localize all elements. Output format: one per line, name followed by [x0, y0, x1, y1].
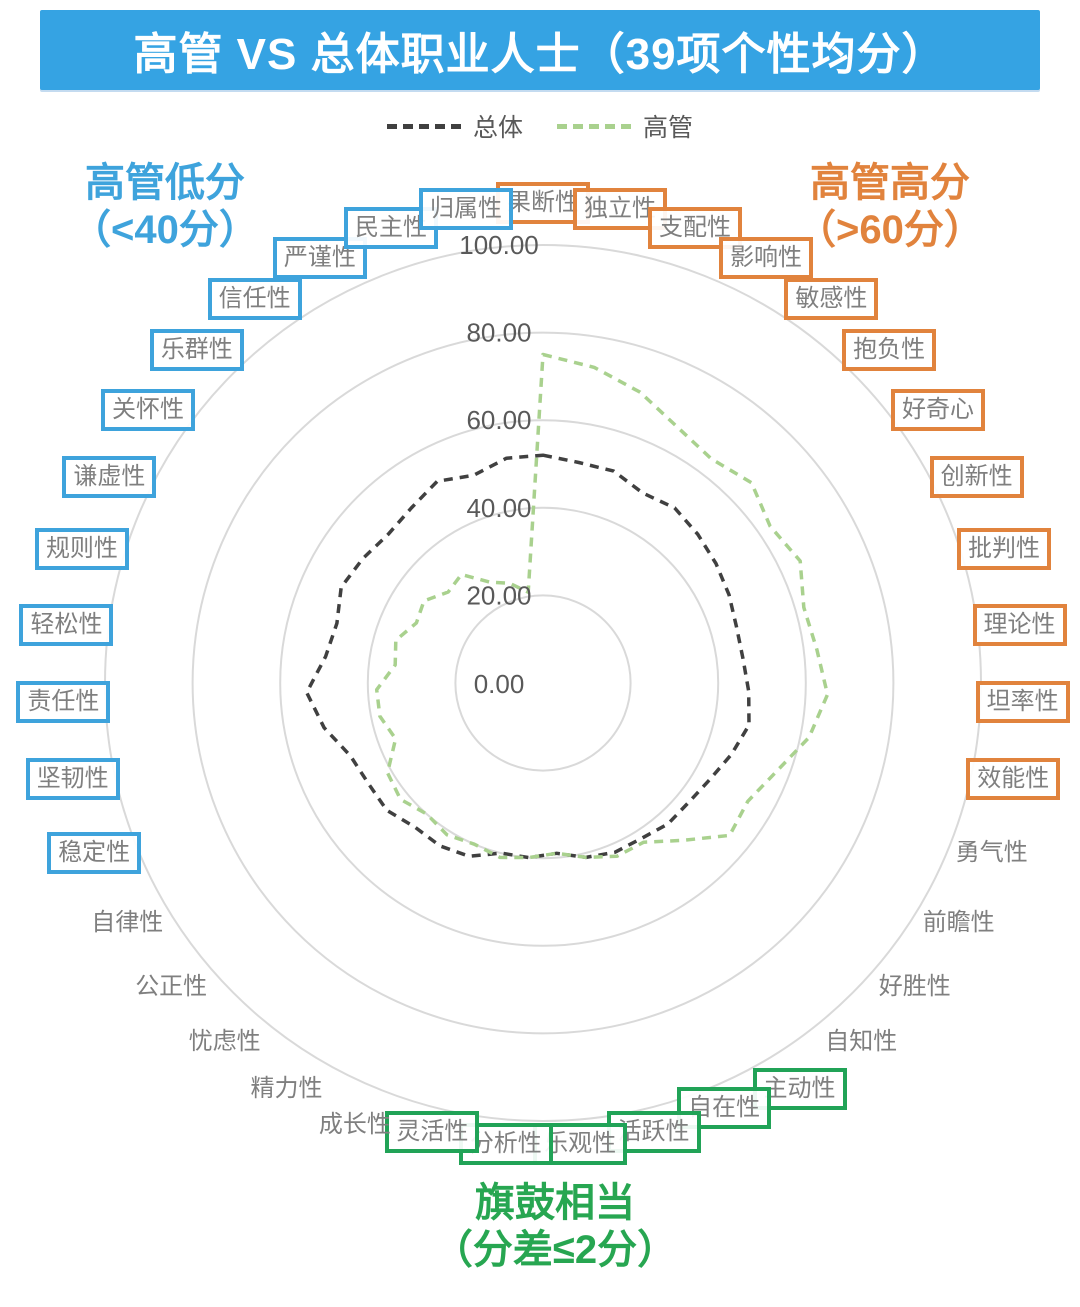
- radial-tick-40.00: 40.00: [466, 493, 531, 523]
- radar-series-executive: [374, 352, 830, 860]
- axis-label-归属性: 归属性: [419, 188, 513, 231]
- axis-label-敏感性: 敏感性: [784, 278, 879, 321]
- axis-label-影响性: 影响性: [719, 236, 814, 279]
- annotation-exec-low-line1: 高管低分: [85, 161, 245, 205]
- axis-label-责任性: 责任性: [16, 681, 111, 724]
- executive-dash-swatch: [557, 123, 631, 129]
- axis-label-谦虚性: 谦虚性: [62, 456, 157, 499]
- annotation-exec-high: 高管高分 （>60分）: [760, 160, 1020, 254]
- axis-label-规则性: 规则性: [34, 528, 129, 571]
- annotation-equal-scores: 旗鼓相当 （分差≤2分）: [400, 1180, 710, 1274]
- radar-gridlines: [104, 244, 982, 1122]
- axis-label-信任性: 信任性: [207, 278, 302, 321]
- overall-dash-swatch: [386, 123, 461, 129]
- axis-label-理论性: 理论性: [972, 604, 1067, 647]
- grid-ring-100: [104, 244, 982, 1122]
- radar-series-overall: [304, 453, 751, 860]
- axis-label-自在性: 自在性: [677, 1087, 772, 1130]
- title-banner: 高管 VS 总体职业人士（39项个性均分）: [40, 10, 1040, 90]
- radial-tick-labels: 0.00 20.00 40.00 60.00 80.00 100.00: [459, 230, 539, 699]
- radial-tick-0.00: 0.00: [474, 669, 525, 699]
- axis-label-勇气性: 勇气性: [955, 839, 1028, 867]
- axis-label-忧虑性: 忧虑性: [188, 1028, 261, 1056]
- axis-label-灵活性: 灵活性: [385, 1110, 480, 1153]
- axis-label-好奇心: 好奇心: [891, 389, 986, 432]
- axis-label-抱负性: 抱负性: [842, 329, 937, 372]
- annotation-equal-line1: 旗鼓相当: [475, 1181, 635, 1225]
- axis-label-稳定性: 稳定性: [47, 832, 142, 875]
- axis-label-坦率性: 坦率性: [975, 681, 1070, 724]
- axis-label-乐群性: 乐群性: [149, 329, 244, 372]
- axis-label-关怀性: 关怀性: [100, 389, 195, 432]
- annotation-exec-high-line2: （>60分）: [796, 208, 984, 253]
- axis-label-公正性: 公正性: [135, 972, 208, 1000]
- axis-label-好胜性: 好胜性: [878, 972, 951, 1000]
- annotation-exec-low: 高管低分 （<40分）: [40, 160, 290, 254]
- annotation-exec-high-line1: 高管高分: [810, 161, 970, 205]
- axis-label-轻松性: 轻松性: [19, 604, 114, 647]
- page-title: 高管 VS 总体职业人士（39项个性均分）: [133, 30, 947, 79]
- grid-ring-40: [366, 506, 720, 860]
- radial-tick-20.00: 20.00: [466, 580, 531, 610]
- axis-label-创新性: 创新性: [929, 456, 1024, 499]
- axis-label-精力性: 精力性: [250, 1074, 323, 1102]
- axis-label-严谨性: 严谨性: [272, 236, 367, 279]
- legend-item-executive: 高管: [557, 108, 693, 144]
- axis-label-批判性: 批判性: [957, 528, 1052, 571]
- axis-label-效能性: 效能性: [966, 758, 1061, 800]
- legend-label-overall: 总体: [472, 114, 523, 142]
- annotation-exec-low-line2: （<40分）: [71, 208, 259, 253]
- grid-ring-60: [279, 419, 807, 947]
- axis-label-自知性: 自知性: [825, 1028, 898, 1056]
- axis-label-前瞻性: 前瞻性: [922, 909, 995, 936]
- axis-label-支配性: 支配性: [648, 206, 742, 249]
- legend-label-executive: 高管: [643, 114, 694, 142]
- grid-ring-80: [191, 331, 895, 1035]
- chart-legend: 总体 高管: [0, 108, 1080, 144]
- annotation-equal-line2: （分差≤2分）: [432, 1228, 678, 1273]
- legend-item-overall: 总体: [386, 108, 523, 144]
- axis-label-成长性: 成长性: [318, 1110, 391, 1138]
- axis-label-自律性: 自律性: [91, 909, 164, 936]
- radial-tick-60.00: 60.00: [466, 405, 531, 435]
- axis-label-坚韧性: 坚韧性: [25, 758, 120, 800]
- grid-ring-20: [454, 594, 632, 772]
- radial-tick-100.00: 100.00: [459, 230, 539, 260]
- radial-tick-80.00: 80.00: [466, 318, 531, 348]
